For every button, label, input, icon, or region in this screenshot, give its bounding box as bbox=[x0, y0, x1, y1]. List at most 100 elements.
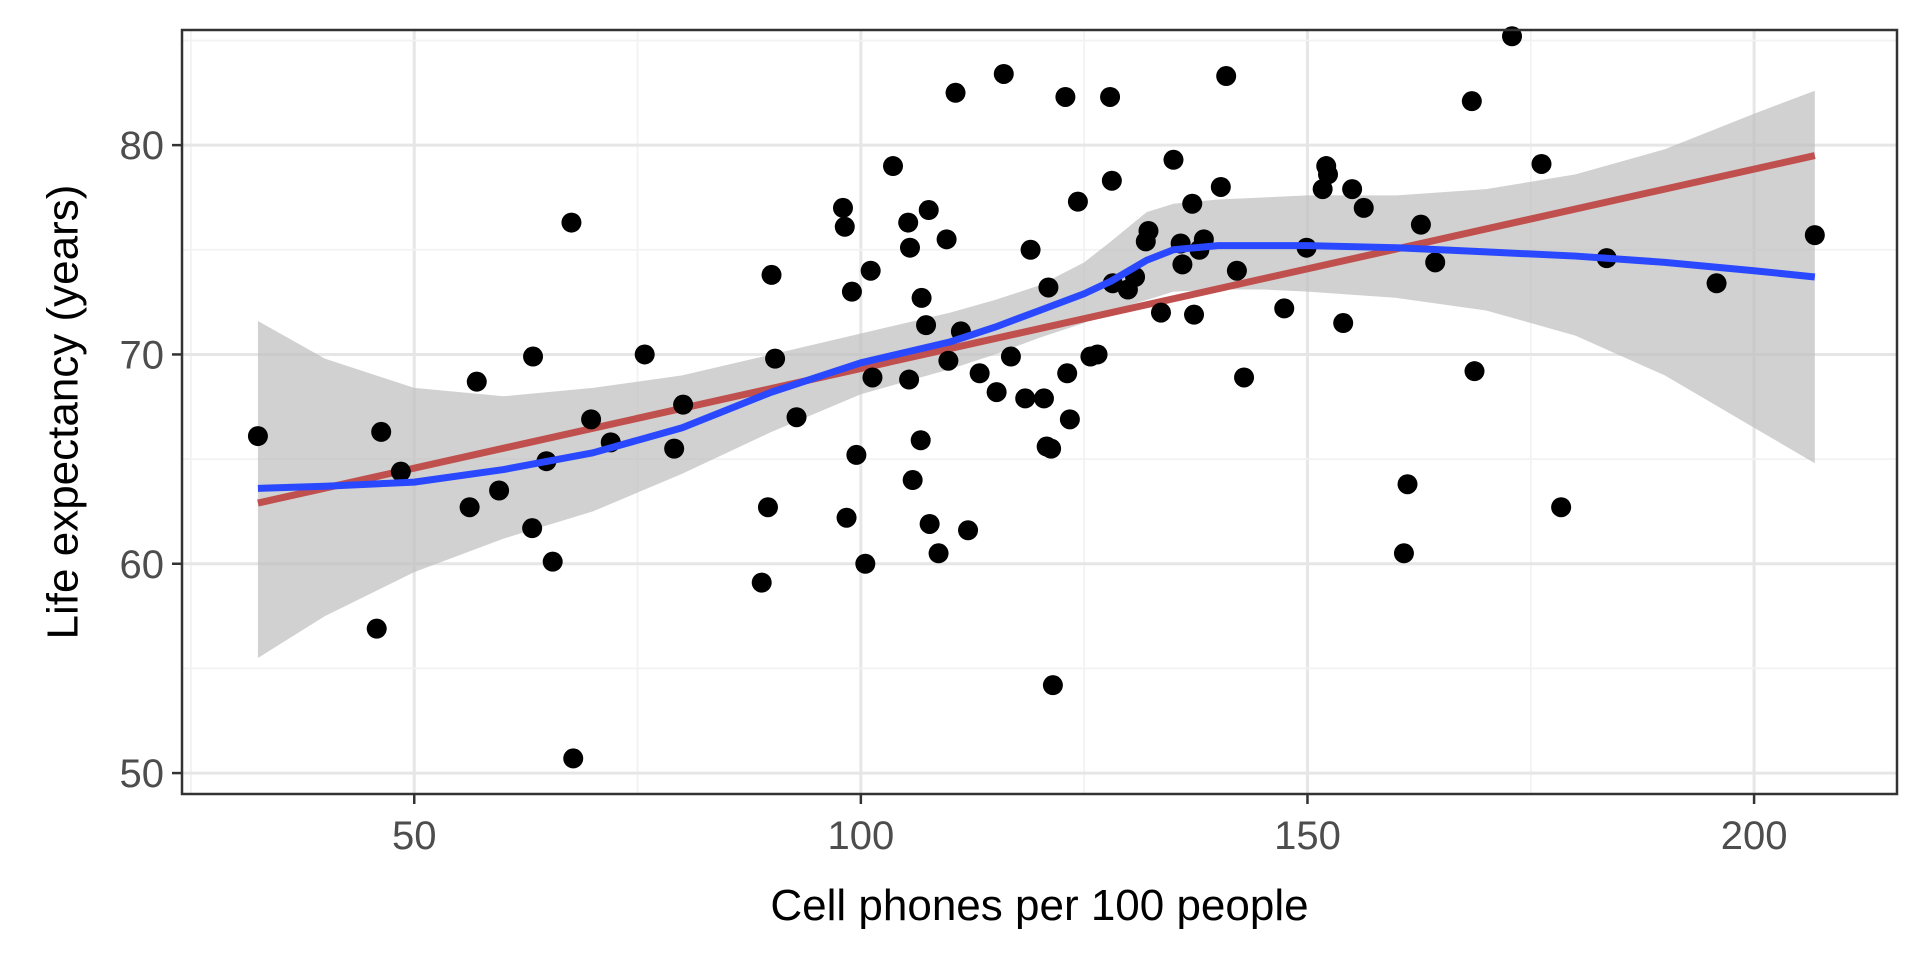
data-point bbox=[1015, 388, 1036, 409]
data-point bbox=[1333, 313, 1354, 334]
data-point bbox=[918, 200, 939, 221]
data-point bbox=[832, 197, 853, 218]
data-point bbox=[1318, 164, 1339, 185]
data-point bbox=[459, 497, 480, 518]
y-tick-label: 50 bbox=[120, 752, 165, 796]
data-point bbox=[1393, 543, 1414, 564]
y-tick-label: 80 bbox=[120, 124, 165, 168]
data-point bbox=[542, 551, 563, 572]
data-point bbox=[1464, 361, 1485, 382]
data-point bbox=[910, 430, 931, 451]
data-point bbox=[1226, 260, 1247, 281]
data-point bbox=[1087, 344, 1108, 365]
axes: 50 100 150 200 50 60 70 80 bbox=[120, 124, 1788, 858]
data-point bbox=[247, 426, 268, 447]
linear-fit-line bbox=[257, 152, 1816, 507]
y-tick-label: 70 bbox=[120, 333, 165, 377]
data-point bbox=[371, 421, 392, 442]
data-point bbox=[1041, 438, 1062, 459]
data-point bbox=[1150, 302, 1171, 323]
data-point bbox=[860, 260, 881, 281]
data-point bbox=[1410, 214, 1431, 235]
data-point bbox=[986, 382, 1007, 403]
data-point bbox=[936, 229, 957, 250]
data-point bbox=[902, 470, 923, 491]
data-point bbox=[883, 156, 904, 177]
data-point bbox=[1804, 225, 1825, 246]
data-point bbox=[1067, 191, 1088, 212]
data-point bbox=[1163, 149, 1184, 170]
smooth-fit-layer bbox=[257, 242, 1816, 492]
x-tick-label: 50 bbox=[392, 814, 437, 858]
x-axis-title: Cell phones per 100 people bbox=[770, 881, 1308, 930]
data-point bbox=[466, 371, 487, 392]
data-point bbox=[561, 212, 582, 233]
data-point bbox=[898, 212, 919, 233]
data-point bbox=[390, 461, 411, 482]
data-point bbox=[581, 409, 602, 430]
data-point bbox=[836, 507, 857, 528]
data-point bbox=[1172, 254, 1193, 275]
confidence-band bbox=[257, 90, 1815, 658]
data-point bbox=[899, 369, 920, 390]
data-point bbox=[938, 350, 959, 371]
data-point bbox=[634, 344, 655, 365]
data-point bbox=[1038, 277, 1059, 298]
data-point bbox=[834, 216, 855, 237]
data-point bbox=[855, 553, 876, 574]
data-point bbox=[1274, 298, 1295, 319]
data-point bbox=[1216, 66, 1237, 87]
data-point bbox=[1042, 675, 1063, 696]
data-point bbox=[1057, 363, 1078, 384]
data-point bbox=[1000, 346, 1021, 367]
data-point bbox=[1101, 170, 1122, 191]
data-point bbox=[911, 287, 932, 308]
y-tick-label: 60 bbox=[120, 543, 165, 587]
data-point bbox=[751, 572, 772, 593]
data-point bbox=[993, 63, 1014, 84]
data-point bbox=[1059, 409, 1080, 430]
data-point bbox=[969, 363, 990, 384]
data-point bbox=[1425, 252, 1446, 273]
data-point bbox=[522, 518, 543, 539]
data-point bbox=[673, 394, 694, 415]
data-point bbox=[1234, 367, 1255, 388]
panel-border bbox=[180, 28, 1899, 796]
x-tick-label: 100 bbox=[827, 814, 894, 858]
data-point bbox=[916, 315, 937, 336]
data-point bbox=[786, 407, 807, 428]
data-point bbox=[928, 543, 949, 564]
y-axis-title: Life expectancy (years) bbox=[38, 185, 87, 640]
data-point bbox=[1342, 179, 1363, 200]
data-point bbox=[1551, 497, 1572, 518]
data-point bbox=[1397, 474, 1418, 495]
x-tick-label: 200 bbox=[1721, 814, 1788, 858]
smooth-fit-line bbox=[257, 242, 1816, 492]
data-point bbox=[945, 82, 966, 103]
data-point bbox=[563, 748, 584, 769]
data-point bbox=[523, 346, 544, 367]
data-point bbox=[1184, 304, 1205, 325]
data-point bbox=[958, 520, 979, 541]
data-point bbox=[919, 513, 940, 534]
data-point bbox=[1502, 26, 1523, 47]
data-point bbox=[899, 237, 920, 258]
x-tick-label: 150 bbox=[1274, 814, 1341, 858]
data-point bbox=[1531, 153, 1552, 174]
data-point bbox=[1706, 273, 1727, 294]
data-point bbox=[664, 438, 685, 459]
data-point bbox=[765, 348, 786, 369]
data-point bbox=[1353, 197, 1374, 218]
data-point bbox=[1182, 193, 1203, 214]
data-point bbox=[489, 480, 510, 501]
confidence-band-layer bbox=[257, 90, 1815, 658]
data-point bbox=[1033, 388, 1054, 409]
data-point bbox=[1461, 91, 1482, 112]
data-point bbox=[846, 444, 867, 465]
data-point bbox=[366, 618, 387, 639]
data-point bbox=[1055, 86, 1076, 107]
data-point bbox=[862, 367, 883, 388]
data-point bbox=[841, 281, 862, 302]
